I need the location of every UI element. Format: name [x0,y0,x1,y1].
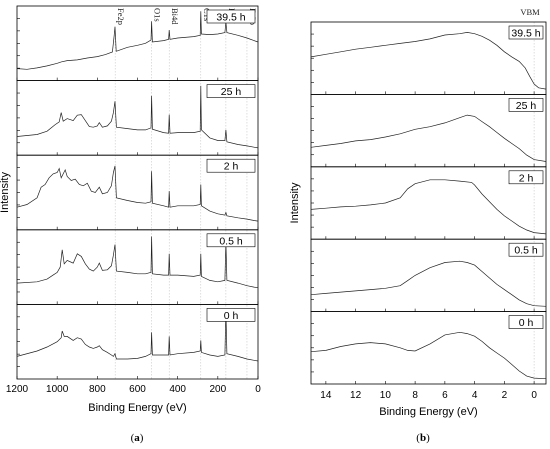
sub-panel: 0 h [310,311,547,385]
series-label-box [508,315,544,329]
series-line [310,114,547,162]
x-tick-label: 1000 [46,384,69,395]
x-tick-label: 8 [412,390,418,401]
series-line [16,11,259,70]
sub-panel: 0.5 h [16,229,259,305]
series-label: 0 h [224,310,239,322]
y-axis-label: Intensity [289,182,301,223]
series-label: 39.5 h [216,12,245,24]
series-label-box [508,98,544,112]
x-tick-label: 6 [442,390,448,401]
series-line [310,32,547,90]
x-tick-label: 0 [255,384,261,395]
x-tick-label: 200 [209,384,226,395]
series-line [16,236,259,289]
vbm-label: VBM [520,7,540,17]
x-tick-label: 12 [350,390,362,401]
chart-panel-a: Fe2pO1sBi4dC1sBi4fFe3p39.5 h25 h2 h0.5 h… [0,5,261,444]
series-label: 2 h [224,161,239,173]
x-tick-label: 14 [320,390,332,401]
peak-label: Fe2p [116,8,126,25]
series-label: 0 h [519,317,534,329]
series-label: 2 h [519,172,534,184]
peak-label: O1s [153,8,163,22]
series-label-box [508,25,544,40]
series-label: 39.5 h [511,28,540,40]
sub-panel: 39.5 h [16,5,259,81]
x-tick-label: 2 [502,390,508,401]
series-label-box [508,170,544,185]
series-line [310,260,547,307]
x-axis-label: Binding Energy (eV) [88,402,186,414]
series-label-box [206,233,256,248]
sub-panel: 2 h [16,154,259,231]
series-label: 0.5 h [219,235,243,247]
series-label-box [206,9,256,24]
x-axis-label: Binding Energy (eV) [379,406,477,418]
series-label: 25 h [221,86,242,98]
x-tick-label: 4 [472,390,478,401]
sub-panel: 25 h [310,94,547,168]
series-line [310,331,547,380]
sub-panel: 25 h [16,80,259,156]
x-tick-label: 10 [380,390,392,401]
x-tick-label: 0 [531,390,537,401]
series-label: 25 h [516,100,537,112]
series-label-box [206,308,256,322]
chart-panel-b: VBM 39.5 h 25 h 2 h 0.5 h 0 h 14 12 10 8 6 4 2 0 Bindi… [289,7,547,444]
series-label-box [508,242,544,257]
series-label: 0.5 h [514,245,538,257]
x-tick-label: 600 [129,384,146,395]
sub-panel: 2 h [310,166,547,240]
panel-label: (b) [416,432,430,444]
peak-label: Bi4d [170,8,180,25]
x-tick-label: 800 [89,384,106,395]
series-line [310,179,547,235]
series-line [16,309,259,362]
series-line [16,165,259,222]
sub-panel: 0.5 h [310,238,547,312]
series-line [16,85,259,149]
series-label-box [206,158,256,173]
sub-panel: 39.5 h [310,21,547,95]
x-tick-label: 1200 [6,384,29,395]
y-axis-label: Intensity [0,172,11,213]
panel-label: (a) [131,432,144,444]
x-tick-label: 400 [169,384,186,395]
sub-panel: 0 h [16,303,259,380]
series-label-box [206,84,256,98]
